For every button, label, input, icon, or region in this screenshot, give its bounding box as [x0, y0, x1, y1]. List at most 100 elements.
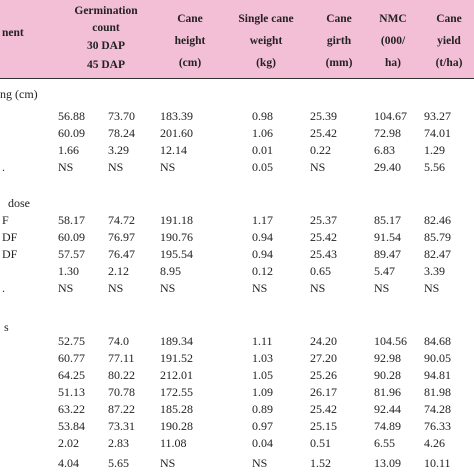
cell-germ-45: NS [108, 160, 124, 174]
table-row: 56.88 73.70 183.39 0.98 25.39 104.67 93.… [0, 108, 474, 125]
cell-nmc: 72.98 [374, 126, 401, 140]
cell-cane-height: 191.52 [160, 351, 193, 365]
cell-nmc: 81.96 [374, 385, 401, 399]
header-yield-line2: yield [437, 35, 461, 47]
cell-cane-girth: 24.20 [310, 334, 337, 348]
cell-single-cane-weight: 0.04 [252, 436, 273, 450]
header-treatment-text: nent [2, 27, 24, 39]
cell-cane-height: NS [160, 456, 176, 470]
cell-germ-30: 51.13 [58, 385, 85, 399]
header-germination-line4: 45 DAP [86, 59, 125, 71]
cell-nmc: 89.47 [374, 247, 401, 261]
cell-cane-height: 189.34 [160, 334, 193, 348]
cell-cane-yield: 90.05 [424, 351, 451, 365]
cell-germ-45: 2.83 [108, 436, 129, 450]
table-row: 53.84 73.31 190.28 0.97 25.15 74.89 76.3… [0, 418, 474, 435]
header-germination: Germination count 30 DAP 45 DAP [62, 0, 150, 76]
cell-single-cane-weight: 1.11 [252, 334, 273, 348]
cell-cane-height: 190.28 [160, 419, 193, 433]
cell-single-cane-weight: 0.12 [252, 264, 273, 278]
cell-germ-30: 63.22 [58, 402, 85, 416]
cell-germ-30: 52.75 [58, 334, 85, 348]
header-cane-height-line3: (cm) [178, 57, 202, 69]
cell-germ-30: 2.02 [58, 436, 79, 450]
table-row: 63.22 87.22 185.28 0.89 25.42 92.44 74.2… [0, 401, 474, 418]
cell-germ-30: 56.88 [58, 109, 85, 123]
cell-cane-height: 185.28 [160, 402, 193, 416]
cell-cane-yield: 81.98 [424, 385, 451, 399]
table-row: 4.04 5.65 NS NS 1.52 13.09 10.11 [0, 455, 474, 472]
cell-cane-yield: 93.27 [424, 109, 451, 123]
cell-cane-yield: NS [424, 281, 440, 295]
table-row: 51.13 70.78 172.55 1.09 26.17 81.96 81.9… [0, 384, 474, 401]
header-nmc-line1: NMC [379, 13, 407, 25]
cell-nmc: NS [374, 281, 390, 295]
cell-germ-30: 60.09 [58, 230, 85, 244]
header-scw-line2: weight [249, 35, 283, 47]
cell-cane-height: 183.39 [160, 109, 193, 123]
cell-cane-girth: 1.52 [310, 456, 331, 470]
row-label: DF [2, 230, 18, 244]
cell-cane-height: 11.08 [160, 436, 187, 450]
cell-cane-girth: 0.65 [310, 264, 331, 278]
cell-nmc: 13.09 [374, 456, 401, 470]
cell-germ-45: 74.72 [108, 213, 135, 227]
cell-single-cane-weight: 0.98 [252, 109, 273, 123]
cell-nmc: 104.56 [374, 334, 407, 348]
header-cane-yield: Cane yield (t/ha) [424, 8, 474, 74]
cell-single-cane-weight: 1.06 [252, 126, 273, 140]
cell-nmc: 104.67 [374, 109, 407, 123]
cell-cane-height: 190.76 [160, 230, 193, 244]
cell-germ-30: 60.77 [58, 351, 85, 365]
cell-nmc: 90.28 [374, 368, 401, 382]
cell-cane-yield: 76.33 [424, 419, 451, 433]
cell-cane-girth: 25.39 [310, 109, 337, 123]
cell-single-cane-weight: 1.03 [252, 351, 273, 365]
cell-nmc: 29.40 [374, 160, 401, 174]
cell-cane-girth: 25.37 [310, 213, 337, 227]
table-row: 2.02 2.83 11.08 0.04 0.51 6.55 4.26 [0, 435, 474, 452]
header-scw-line3: (kg) [256, 57, 276, 69]
cell-single-cane-weight: NS [252, 281, 268, 295]
row-label: DF [2, 247, 18, 261]
header-cane-height: Cane height (cm) [162, 8, 218, 74]
cell-cane-height: 201.60 [160, 126, 193, 140]
cell-germ-45: 87.22 [108, 402, 135, 416]
cell-germ-45: 74.0 [108, 334, 129, 348]
header-yield-line1: Cane [436, 13, 462, 25]
header-girth-line3: (mm) [325, 57, 353, 69]
cell-cane-girth: 25.42 [310, 126, 337, 140]
cell-single-cane-weight: 0.94 [252, 247, 273, 261]
table-row: F 58.17 74.72 191.18 1.17 25.37 85.17 82… [0, 212, 474, 229]
cell-cane-girth: NS [310, 281, 326, 295]
header-nmc-line2: (000/ [380, 35, 406, 47]
cell-cane-girth: 27.20 [310, 351, 337, 365]
table-row: . NS NS NS 0.05 NS 29.40 5.56 [0, 159, 474, 176]
header-germination-line3: 30 DAP [86, 40, 125, 52]
cell-cane-girth: 25.42 [310, 402, 337, 416]
section-title-2: dose [8, 196, 30, 210]
cell-cane-height: 191.18 [160, 213, 193, 227]
cell-single-cane-weight: 0.05 [252, 160, 273, 174]
cell-single-cane-weight: 0.94 [252, 230, 273, 244]
cell-germ-45: 5.65 [108, 456, 129, 470]
cell-cane-yield: 1.29 [424, 143, 445, 157]
header-nmc: NMC (000/ ha) [370, 8, 416, 74]
header-girth-line2: girth [326, 35, 352, 47]
cell-germ-30: 53.84 [58, 419, 85, 433]
row-label: . [2, 281, 5, 295]
cell-single-cane-weight: 0.89 [252, 402, 273, 416]
cell-cane-girth: 0.51 [310, 436, 331, 450]
header-cane-girth: Cane girth (mm) [314, 8, 364, 74]
cell-germ-30: 57.57 [58, 247, 85, 261]
cell-single-cane-weight: 1.17 [252, 213, 273, 227]
cell-germ-30: 1.66 [58, 143, 79, 157]
header-cane-height-line2: height [174, 35, 206, 47]
header-treatment: nent [2, 22, 24, 44]
cell-cane-height: NS [160, 160, 176, 174]
cell-cane-girth: 25.26 [310, 368, 337, 382]
cell-single-cane-weight: 0.97 [252, 419, 273, 433]
row-label: . [2, 160, 5, 174]
cell-nmc: 6.55 [374, 436, 395, 450]
